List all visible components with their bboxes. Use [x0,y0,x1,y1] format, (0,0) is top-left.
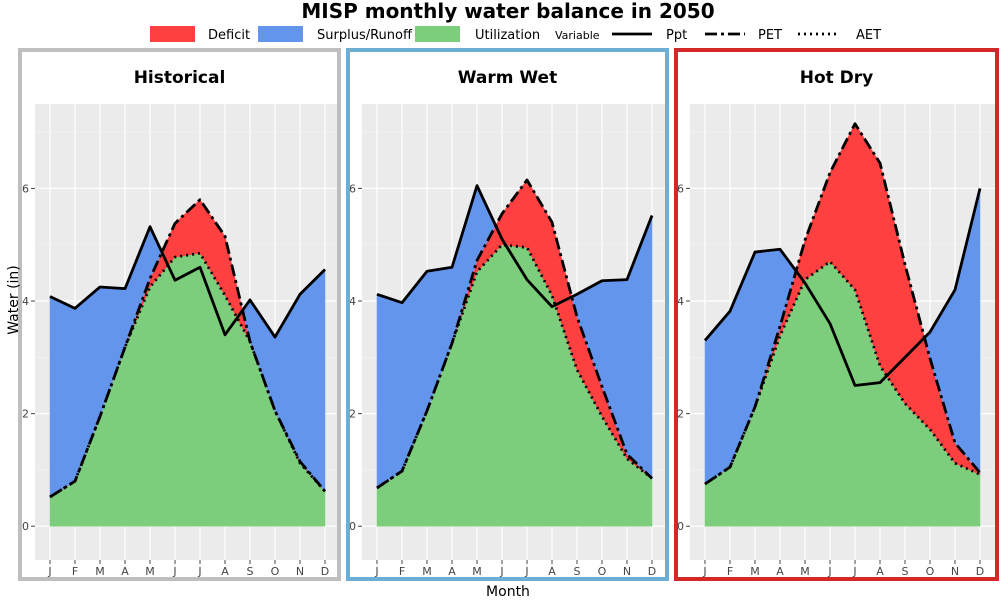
utilization-area [199,252,226,527]
y-axis-label: Water (in) [6,265,22,335]
x-tick-label: N [951,565,959,578]
x-tick-label: J [702,565,706,578]
y-tick-label: 4 [349,295,356,308]
utilization-area [476,243,503,527]
legend-variable-title: Variable [555,29,600,42]
y-tick-label: 4 [22,295,29,308]
x-tick-label: J [374,565,378,578]
x-tick-label: O [926,565,935,578]
pet-line [704,122,982,486]
x-tick-label: M [145,565,155,578]
x-tick-label: F [399,565,405,578]
x-tick-label: J [852,565,856,578]
legend-label-pet: PET [758,28,782,43]
ppt-line [49,225,326,339]
utilization-area [174,252,201,527]
surplus-area [49,296,76,498]
x-tick-label: F [72,565,78,578]
panel-title: Hot Dry [800,68,874,88]
x-tick-label: O [271,565,280,578]
x-tick-label: A [876,565,884,578]
panel-frame [674,48,999,581]
x-tick-label: A [121,565,129,578]
x-tick-label: J [197,565,201,578]
x-tick-label: S [574,565,581,578]
x-tick-label: F [727,565,733,578]
y-tick-label: 6 [22,182,29,195]
y-tick-label: 0 [22,520,29,533]
legend-key-utilization [415,26,460,42]
x-tick-label: M [95,565,105,578]
pet-line [376,178,653,490]
panel-title: Historical [134,68,226,88]
y-tick-label: 6 [349,182,356,195]
aet-line [704,260,981,486]
utilization-area [149,256,176,527]
utilization-area [829,260,856,527]
legend-label-ppt: Ppt [666,28,687,43]
panels: 0 2 4 6 J F M A M J J A S O N D Historical 0 2 4 6 J F M A M J J A S O… [18,48,999,581]
x-tick-label: M [472,565,482,578]
ppt-line [703,188,982,387]
legend-label-surplus-runoff: Surplus/Runoff [317,28,413,43]
x-axis-label: Month [486,584,530,600]
x-tick-label: D [648,565,656,578]
panel-warm-wet: 0 2 4 6 J F M A M J J A S O N D Warm Wet [346,48,669,581]
x-tick-label: J [172,565,176,578]
x-tick-label: O [598,565,607,578]
panel-title: Warm Wet [458,68,557,88]
x-tick-label: M [422,565,432,578]
x-tick-label: J [827,565,831,578]
x-tick-label: S [247,565,254,578]
panel-historical: 0 2 4 6 J F M A M J J A S O N D Historical [18,48,341,581]
surplus-area [376,293,403,489]
legend: Deficit Surplus/Runoff Utilization Variable… [150,26,881,43]
x-tick-label: A [448,565,456,578]
x-tick-label: A [221,565,229,578]
x-tick-label: M [750,565,760,578]
panel-hot-dry: 0 2 4 6 J F M A M J J A S O N D Hot Dry [674,48,999,581]
x-tick-label: N [296,565,304,578]
x-tick-label: M [800,565,810,578]
x-tick-label: S [902,565,909,578]
panel-frame [18,48,341,581]
legend-label-deficit: Deficit [208,28,250,43]
chart-title: MISP monthly water balance in 2050 [301,0,714,23]
legend-label-aet: AET [856,28,881,43]
legend-key-deficit [150,26,195,42]
x-tick-label: J [499,565,503,578]
ppt-line [376,184,654,309]
x-tick-label: D [321,565,329,578]
y-tick-label: 2 [22,408,29,421]
y-tick-label: 6 [677,182,684,195]
aet-line [376,243,653,490]
x-tick-label: N [623,565,631,578]
y-tick-label: 0 [349,520,356,533]
legend-label-utilization: Utilization [475,28,540,43]
y-tick-label: 4 [677,295,684,308]
panel-frame [346,48,669,581]
x-tick-label: J [524,565,528,578]
pet-line [49,198,327,499]
x-tick-label: A [548,565,556,578]
y-tick-label: 2 [349,408,356,421]
legend-key-surplus-runoff [258,26,303,42]
y-tick-label: 0 [677,520,684,533]
surplus-area [299,268,326,493]
y-tick-label: 2 [677,408,684,421]
utilization-area [526,247,553,527]
x-tick-label: D [976,565,984,578]
x-tick-label: A [776,565,784,578]
utilization-area [501,244,528,527]
x-tick-label: J [47,565,51,578]
